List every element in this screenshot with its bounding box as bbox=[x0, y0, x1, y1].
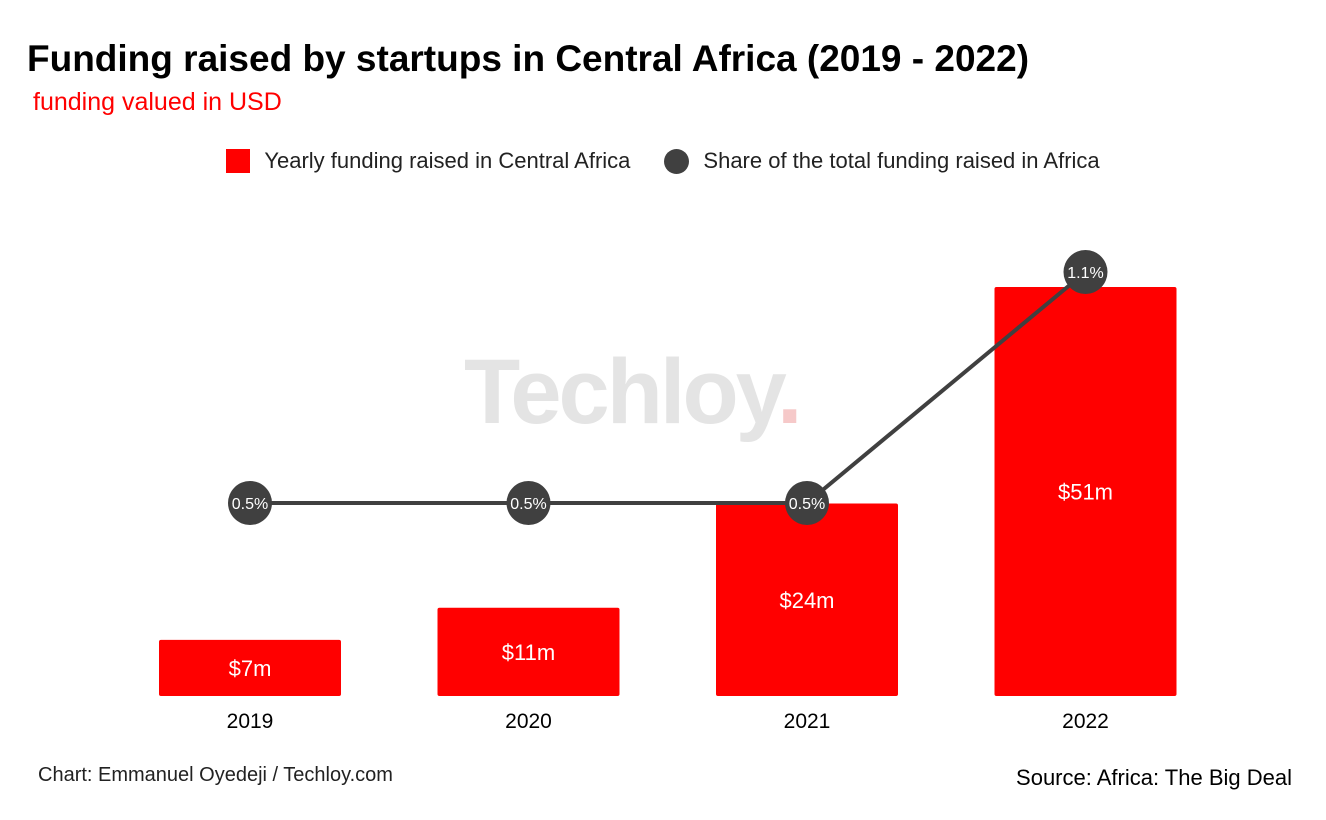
legend: Yearly funding raised in Central Africa … bbox=[0, 148, 1326, 174]
share-point-2019 bbox=[228, 481, 272, 525]
share-label-2020: 0.5% bbox=[510, 496, 546, 513]
bar-value-label-2021: $24m bbox=[779, 588, 834, 613]
share-point-2022 bbox=[1063, 250, 1108, 294]
x-tick-label-2020: 2020 bbox=[505, 710, 552, 733]
share-label-2022: 1.1% bbox=[1067, 265, 1103, 282]
legend-label-funding: Yearly funding raised in Central Africa bbox=[264, 148, 631, 173]
legend-swatch-line bbox=[664, 148, 690, 174]
chart-credit: Chart: Emmanuel Oyedeji / Techloy.com bbox=[38, 764, 393, 786]
bar-2021 bbox=[716, 503, 898, 696]
x-tick-label-2022: 2022 bbox=[1062, 710, 1109, 733]
chart-source: Source: Africa: The Big Deal bbox=[1016, 765, 1292, 790]
bar-value-label-2020: $11m bbox=[502, 640, 555, 665]
bar-value-label-2019: $7m bbox=[229, 656, 272, 681]
legend-label-share: Share of the total funding raised in Afr… bbox=[703, 148, 1100, 173]
share-label-2019: 0.5% bbox=[232, 496, 268, 513]
share-point-2021 bbox=[785, 481, 829, 525]
x-tick-label-2019: 2019 bbox=[227, 710, 274, 733]
bar-2019 bbox=[159, 639, 341, 696]
techloy-watermark-logo: Techloy. bbox=[464, 341, 803, 443]
chart-title: Funding raised by startups in Central Af… bbox=[27, 38, 1030, 79]
share-point-2020 bbox=[506, 481, 551, 525]
x-tick-label-2021: 2021 bbox=[784, 710, 831, 733]
bar-value-label-2022: $51m bbox=[1058, 479, 1113, 504]
chart-subtitle: funding valued in USD bbox=[33, 88, 282, 116]
bar-2022 bbox=[994, 286, 1177, 696]
legend-item-funding: Yearly funding raised in Central Africa bbox=[226, 148, 630, 174]
legend-item-share: Share of the total funding raised in Afr… bbox=[664, 148, 1100, 174]
share-label-2021: 0.5% bbox=[789, 496, 825, 513]
share-line bbox=[250, 270, 1087, 505]
legend-swatch-bar bbox=[226, 149, 251, 173]
bar-2020 bbox=[437, 607, 620, 696]
